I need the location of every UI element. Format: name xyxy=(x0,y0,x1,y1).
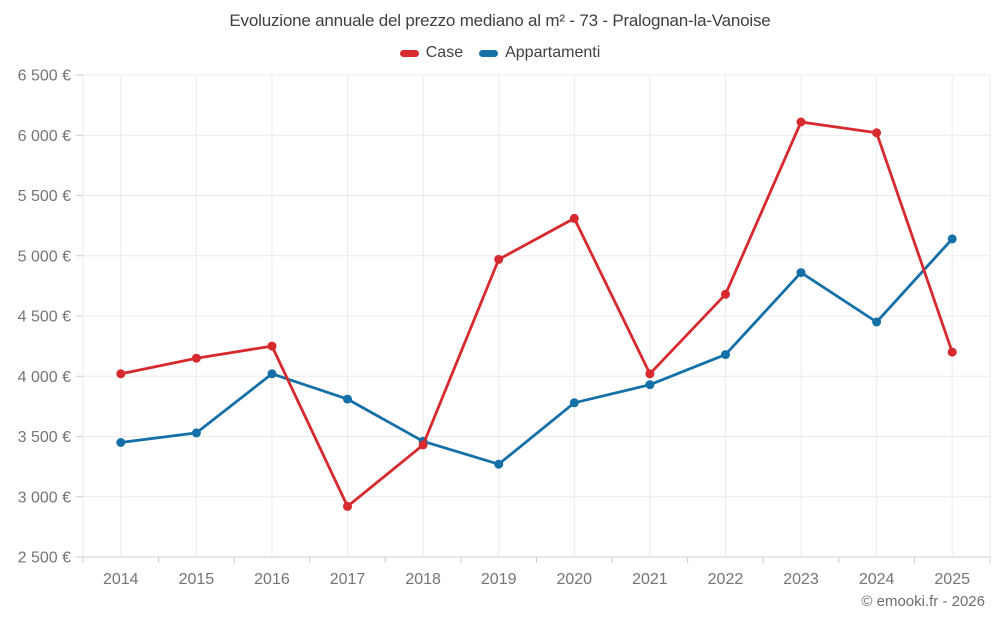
appartamenti-series-line xyxy=(119,237,954,466)
x-axis-label: 2018 xyxy=(405,571,441,588)
data-point-appartamenti-2020[interactable] xyxy=(569,398,579,408)
data-point-appartamenti-2025[interactable] xyxy=(947,234,957,244)
data-point-case-2018[interactable] xyxy=(418,440,428,450)
data-point-appartamenti-2016[interactable] xyxy=(267,369,277,379)
data-point-case-2017[interactable] xyxy=(343,501,352,511)
x-axis-label: 2016 xyxy=(254,571,290,588)
data-point-case-2016[interactable] xyxy=(267,341,277,351)
y-axis-label: 2 500 € xyxy=(18,550,71,567)
legend-label-case: Case xyxy=(425,44,464,61)
y-axis-label: 3 500 € xyxy=(18,429,71,446)
data-point-case-2019[interactable] xyxy=(494,254,504,264)
y-axis-label: 5 500 € xyxy=(18,188,71,205)
data-point-appartamenti-2024[interactable] xyxy=(872,317,882,327)
data-point-appartamenti-2017[interactable] xyxy=(343,394,352,404)
data-point-case-2014[interactable] xyxy=(116,369,126,379)
y-axis-label: 6 500 € xyxy=(18,68,71,85)
chart-legend: Case Appartamenti xyxy=(0,44,1000,62)
y-axis-label: 6 000 € xyxy=(18,128,71,145)
data-point-appartamenti-2022[interactable] xyxy=(721,350,730,360)
x-axis-label: 2023 xyxy=(783,571,819,588)
legend-swatch-appartamenti-icon xyxy=(479,49,499,57)
x-axis-label: 2024 xyxy=(859,571,895,588)
legend-item-case[interactable]: Case xyxy=(399,44,464,62)
x-axis-label: 2021 xyxy=(632,571,668,588)
x-axis-label: 2014 xyxy=(103,571,139,588)
data-point-case-2025[interactable] xyxy=(947,347,957,357)
x-axis-label: 2020 xyxy=(556,571,592,588)
case-series-line xyxy=(119,120,954,508)
y-axis-label: 3 000 € xyxy=(18,489,71,506)
data-point-case-2022[interactable] xyxy=(721,289,730,299)
x-axis-label: 2019 xyxy=(481,571,517,588)
legend-swatch-case-icon xyxy=(399,49,419,57)
y-axis-label: 5 000 € xyxy=(18,248,71,265)
data-point-appartamenti-2023[interactable] xyxy=(796,268,806,278)
x-axis-label: 2025 xyxy=(934,571,970,588)
legend-item-appartamenti[interactable]: Appartamenti xyxy=(479,44,600,62)
data-point-appartamenti-2014[interactable] xyxy=(116,438,126,447)
copyright-credit: © emooki.fr - 2026 xyxy=(861,593,985,610)
data-point-appartamenti-2019[interactable] xyxy=(494,459,504,469)
data-point-case-2015[interactable] xyxy=(191,353,201,363)
x-axis-label: 2017 xyxy=(330,571,366,588)
data-point-appartamenti-2015[interactable] xyxy=(191,428,201,438)
x-axis-label: 2022 xyxy=(708,571,744,588)
y-axis-label: 4 500 € xyxy=(18,309,71,326)
data-point-case-2024[interactable] xyxy=(872,128,882,138)
data-point-case-2023[interactable] xyxy=(796,117,806,127)
x-axis-label: 2015 xyxy=(179,571,215,588)
data-point-case-2021[interactable] xyxy=(645,369,655,379)
y-axis-label: 4 000 € xyxy=(18,369,71,386)
chart-title: Evoluzione annuale del prezzo mediano al… xyxy=(229,11,771,30)
legend-label-appartamenti: Appartamenti xyxy=(505,44,601,61)
data-point-appartamenti-2021[interactable] xyxy=(645,380,655,390)
data-point-case-2020[interactable] xyxy=(569,213,579,223)
